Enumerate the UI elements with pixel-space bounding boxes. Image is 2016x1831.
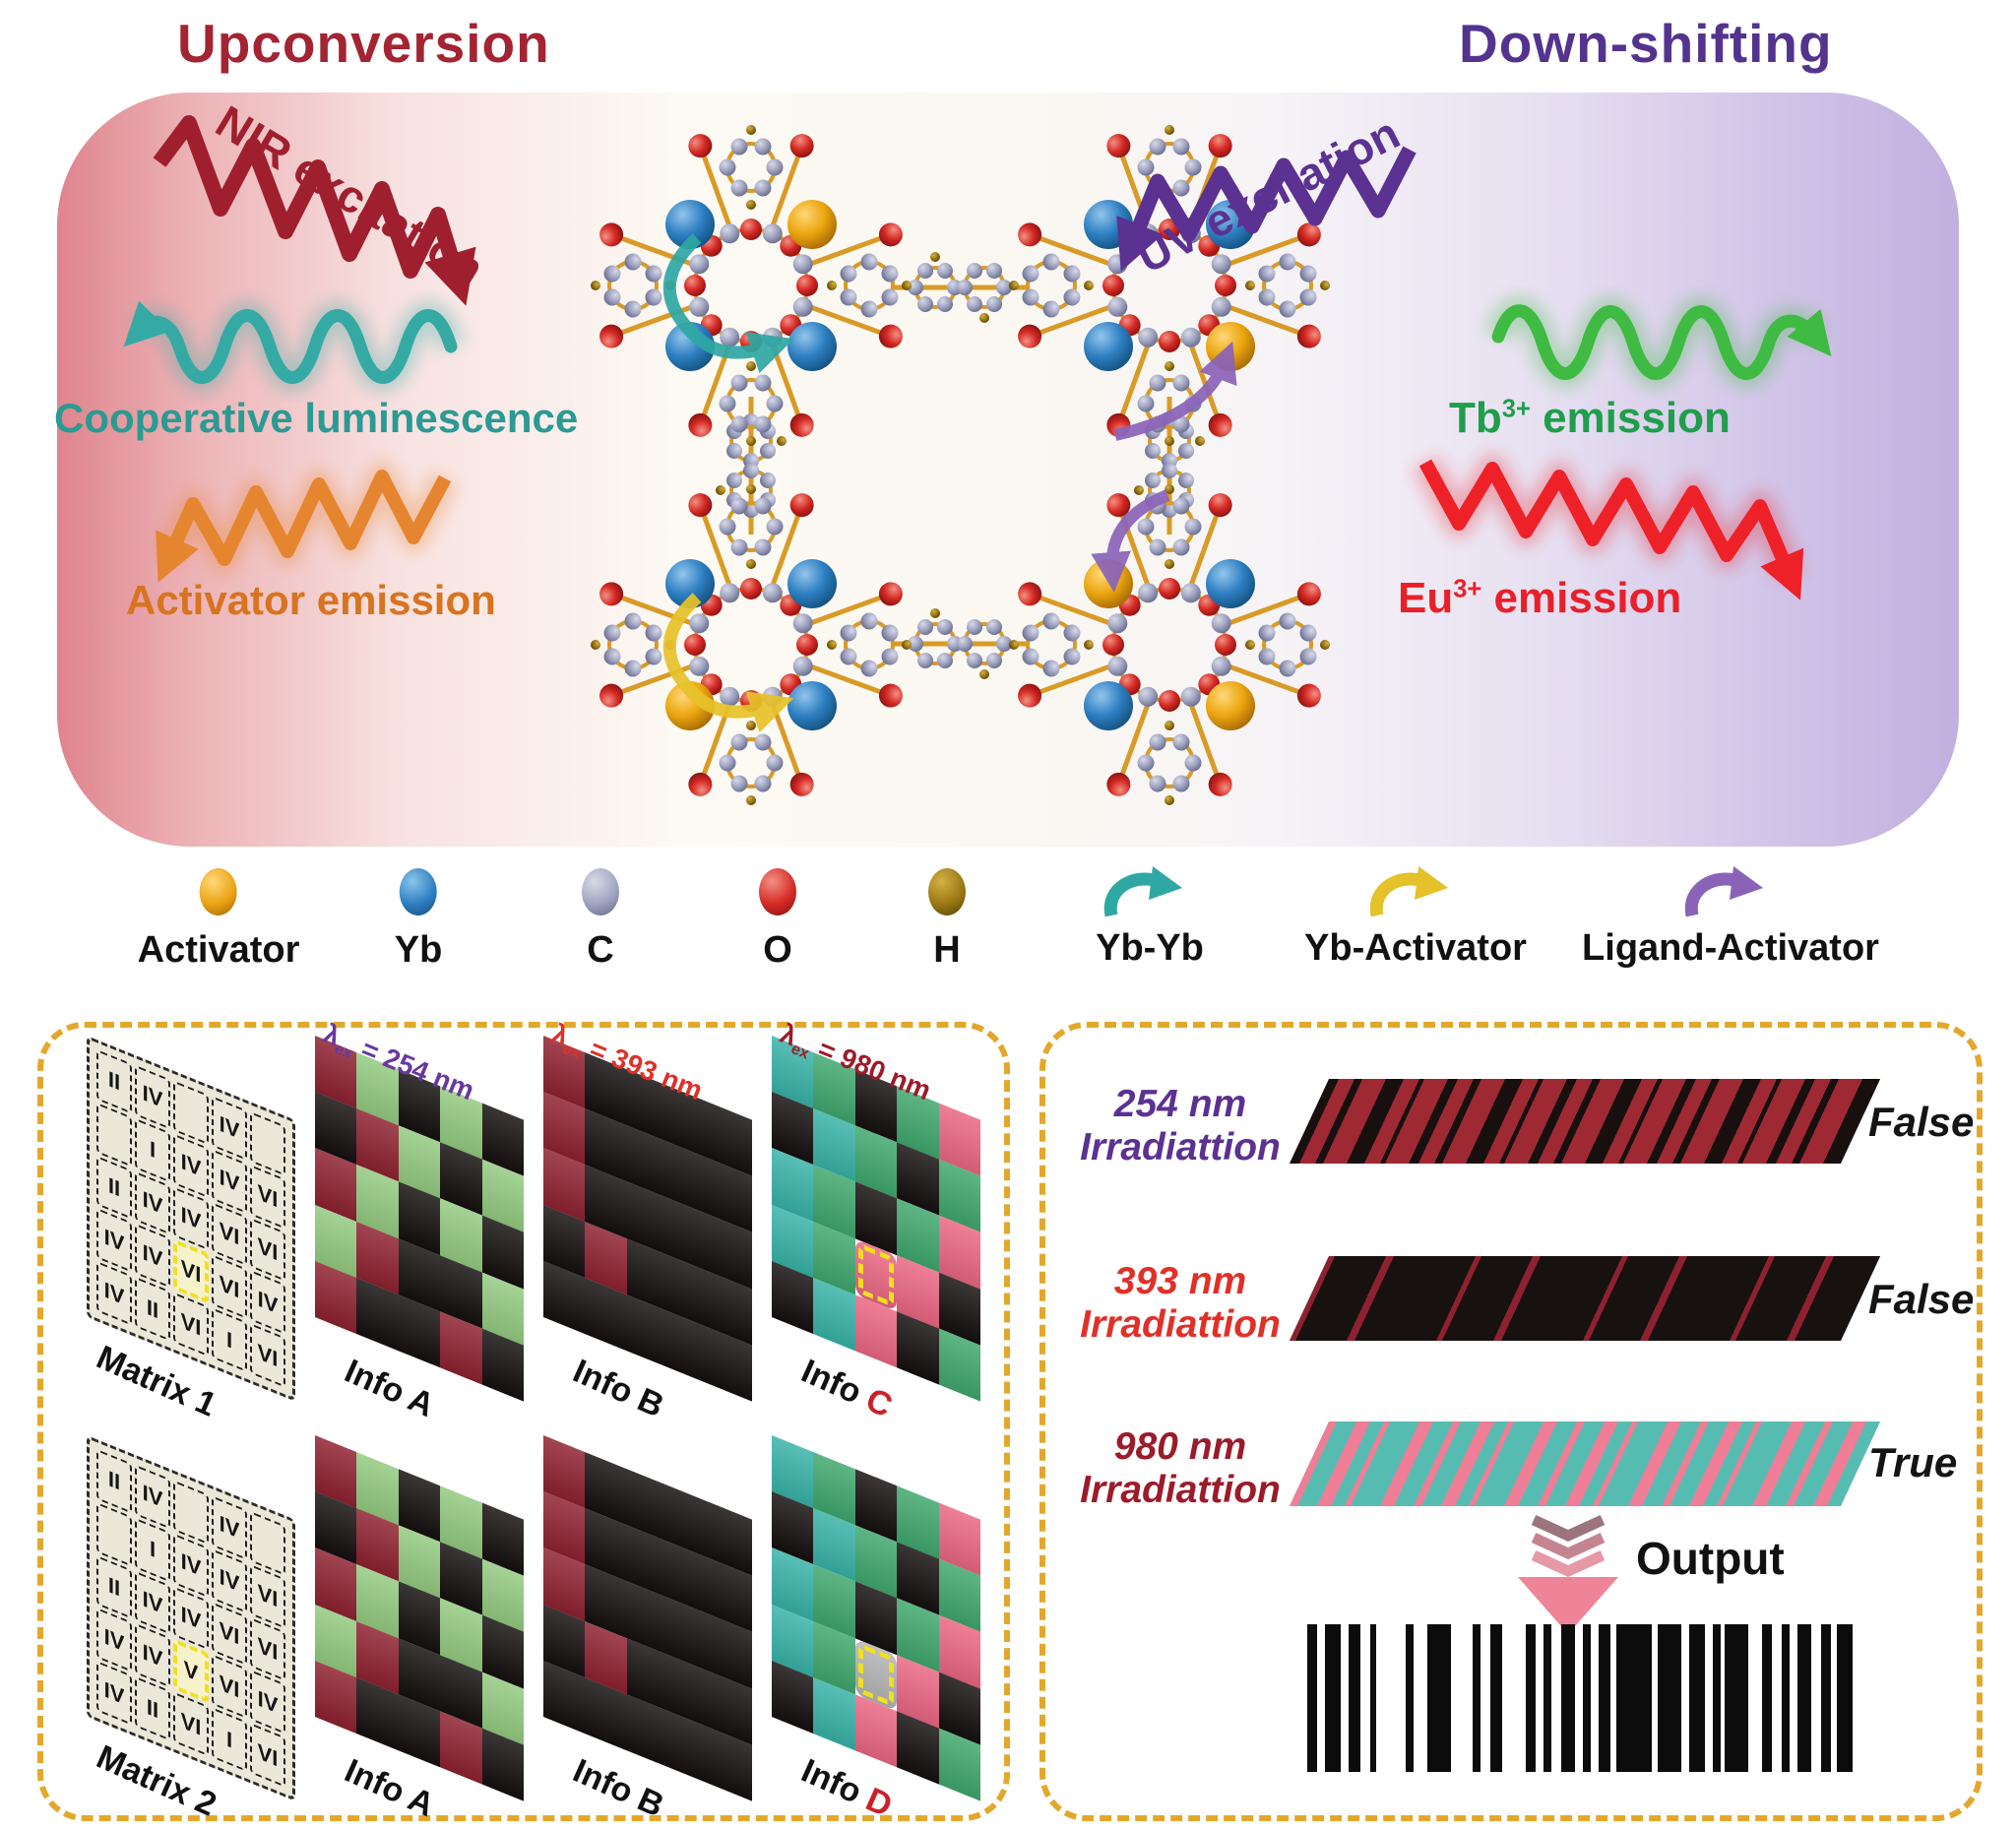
- yb-atom-icon: [400, 868, 437, 916]
- upconversion-title: Upconversion: [177, 13, 550, 74]
- irradiation-980-wavelength: 980 nm: [1113, 1425, 1247, 1468]
- mof-cluster-bottom-left: [591, 484, 912, 805]
- tb-emission-word: emission: [1530, 394, 1731, 442]
- matrix-cell: VI: [173, 1292, 209, 1357]
- legend-item-c: C: [582, 868, 619, 972]
- yb-yb-energy-arrow: [662, 233, 794, 374]
- mof-cluster-top-left: [591, 125, 912, 446]
- carbon-atom-icon: [582, 868, 619, 916]
- legend-item-yb: Yb: [394, 868, 443, 972]
- result-393: False: [1868, 1276, 1975, 1322]
- matrix-cell: VI: [250, 1323, 285, 1388]
- matrix-cell: II: [135, 1675, 170, 1741]
- activator-emission-label: Activator emission: [126, 577, 496, 623]
- result-980: True: [1868, 1439, 1958, 1485]
- downshifting-title: Down-shifting: [1459, 13, 1833, 74]
- yb-activator-energy-arrow: [662, 593, 794, 733]
- irradiation-254-label: 254 nm Irradiattion: [1049, 1083, 1311, 1169]
- ligand-activator-arrow-down: [1091, 489, 1170, 593]
- eu-emission-word: emission: [1481, 574, 1682, 622]
- bridge-ligand-bottom: [891, 608, 1029, 679]
- tb-charge: 3+: [1501, 395, 1531, 423]
- ligand-activator-arrow-icon: [1684, 866, 1763, 917]
- tb-symbol: Tb: [1449, 394, 1502, 442]
- barcode-strip-393: [1289, 1256, 1881, 1341]
- matrix-cell: IV: [96, 1261, 132, 1326]
- output-label: Output: [1636, 1533, 1785, 1584]
- ligand-activator-arrow-up: [1113, 341, 1237, 441]
- tb-emission-label: Tb3+ emission: [1449, 394, 1731, 443]
- eu-symbol: Eu: [1398, 574, 1454, 622]
- irradiation-980-word: Irradiattion: [1080, 1469, 1281, 1512]
- legend-item-yb-activator: Yb-Activator: [1304, 864, 1527, 970]
- result-254: False: [1868, 1099, 1975, 1145]
- matrix-cell: II: [135, 1276, 170, 1342]
- legend-label-o: O: [763, 929, 792, 971]
- output-arrow-icon: [1518, 1514, 1618, 1634]
- barcode-strip-980: [1289, 1421, 1881, 1506]
- barcode-strip-254: [1289, 1079, 1881, 1164]
- mof-structure-illustration: [480, 79, 1540, 854]
- irradiation-980-label: 980 nm Irradiattion: [1049, 1425, 1311, 1512]
- activator-atom-icon: [200, 868, 237, 916]
- irradiation-254-wavelength: 254 nm: [1113, 1083, 1247, 1125]
- irradiation-393-label: 393 nm Irradiattion: [1049, 1260, 1311, 1347]
- legend-label-ligand-activator: Ligand-Activator: [1582, 927, 1879, 969]
- legend-label-h: H: [933, 929, 961, 971]
- cooperative-luminescence-label: Cooperative luminescence: [54, 395, 579, 441]
- matrix-cell: VI: [173, 1691, 209, 1757]
- legend-label-yb: Yb: [394, 929, 443, 971]
- legend-item-yb-yb: Yb-Yb: [1096, 864, 1204, 970]
- legend-item-activator: Activator: [137, 868, 300, 972]
- irradiation-393-word: Irradiattion: [1080, 1303, 1281, 1347]
- legend-item-o: O: [759, 868, 796, 972]
- mof-cluster-bottom-right: [1009, 484, 1330, 805]
- irradiation-254-word: Irradiattion: [1080, 1126, 1281, 1169]
- matrix-cell: VI: [250, 1723, 285, 1788]
- matrix-cell: I: [212, 1307, 247, 1372]
- matrix-cell: IV: [96, 1661, 132, 1726]
- bridge-ligand-top: [891, 252, 1029, 323]
- legend-label-activator: Activator: [137, 929, 300, 971]
- hydrogen-atom-icon: [928, 868, 966, 916]
- legend-label-c: C: [587, 929, 614, 971]
- oxygen-atom-icon: [759, 868, 796, 916]
- legend-item-h: H: [928, 868, 966, 972]
- legend-item-ligand-activator: Ligand-Activator: [1582, 864, 1879, 970]
- output-barcode: [1307, 1624, 1853, 1772]
- legend-label-yb-yb: Yb-Yb: [1096, 927, 1204, 969]
- matrix-cell: I: [212, 1707, 247, 1772]
- yb-activator-arrow-icon: [1369, 866, 1448, 917]
- irradiation-393-wavelength: 393 nm: [1113, 1260, 1247, 1302]
- bridge-ligand-left: [716, 397, 787, 535]
- legend-label-yb-activator: Yb-Activator: [1304, 927, 1527, 969]
- eu-charge: 3+: [1453, 575, 1482, 603]
- eu-emission-label: Eu3+ emission: [1398, 574, 1681, 623]
- yb-yb-arrow-icon: [1103, 866, 1182, 917]
